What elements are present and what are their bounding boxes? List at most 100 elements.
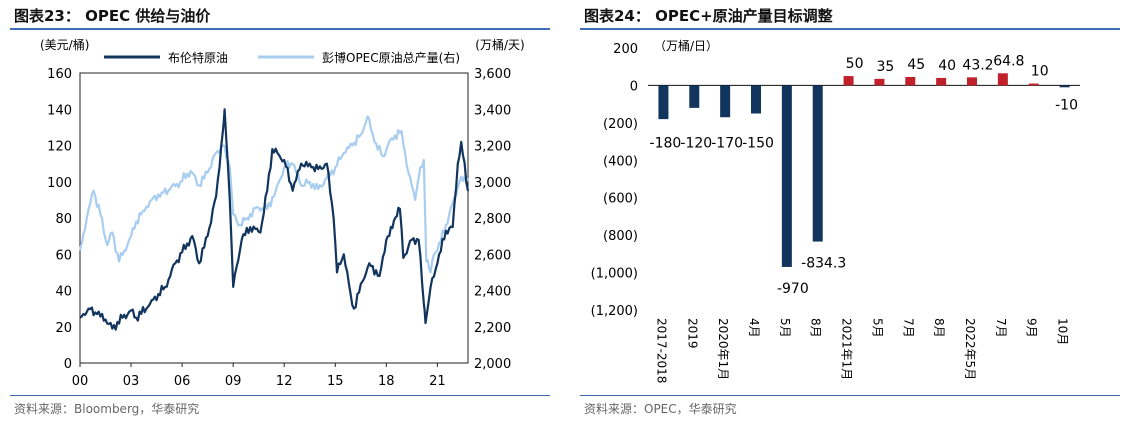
plot-frame [79,72,469,364]
x-tick-label: 7月 [901,318,915,338]
right-source-note: 资料来源：OPEC，华泰研究 [584,402,737,416]
x-tick-label: 10月 [1056,318,1070,345]
right-y-tick-label: 3,400 [474,103,511,118]
x-tick-label: 5月 [870,318,884,338]
y-tick-label: (1,200) [591,304,638,319]
x-tick-label: 2022年5月 [963,318,977,380]
left-source-note: 资料来源：Bloomberg，华泰研究 [14,402,200,416]
x-tick-label: 03 [123,374,140,389]
right-y-tick-label: 3,200 [474,140,511,155]
left-y-tick-label: 120 [47,140,72,155]
bar-value-label: 45 [907,57,925,73]
x-tick-group: 10月 [1056,318,1070,345]
x-tick-label: 8月 [809,318,823,338]
bar-value-label: 40 [938,58,956,74]
x-tick-group: 4月 [747,318,761,338]
right-y-tick-label: 3,000 [474,176,511,191]
x-tick-label: 06 [174,374,191,389]
bar [874,78,885,86]
x-tick-group: 5月 [870,318,884,338]
bar [751,85,761,114]
y-tick-label: (400) [603,154,638,169]
left-y-tick-label: 60 [55,248,72,263]
x-tick-group: 9月 [1025,318,1039,338]
x-tick-label: 2019 [685,318,699,349]
left-y-tick-label: 40 [55,285,72,300]
bar-value-label: -150 [742,135,774,151]
bar-value-label: -834.3 [801,256,846,272]
x-tick-group: 2021年1月 [840,318,854,380]
bar [997,73,1008,86]
right-title-rule [580,28,1120,30]
bar-value-label: 64.8 [993,53,1024,69]
x-tick-group: 5月 [778,318,792,338]
left-title-rule [10,28,550,30]
legend-opec-label: 彭博OPEC原油总产量(右) [322,50,460,65]
left-y-tick-label: 100 [47,176,72,191]
bar-value-label: 50 [846,56,864,72]
x-tick-label: 00 [72,374,89,389]
bar-value-label: -970 [777,281,809,297]
legend-brent-label: 布伦特原油 [168,50,228,65]
right-y-tick-label: 2,000 [474,357,511,372]
bar-value-label: 10 [1031,64,1049,80]
left-y-tick-label: 160 [47,67,72,82]
bar-chart: 200 0 (200) (400) (600) (800) (1,000) (1,200) （万… [591,38,1080,383]
bar [812,85,823,242]
x-tick-label: 4月 [747,318,761,338]
bar [936,77,947,86]
axis-unit-label: （万桶/日） [654,38,718,53]
right-y-tick-label: 3,600 [474,67,511,82]
x-tick-label: 2021年1月 [840,318,854,380]
x-tick-group: 7月 [901,318,915,338]
x-tick-label: 21 [429,374,446,389]
x-tick-group: 2019 [685,318,699,349]
right-chart-panel: 图表24： OPEC+原油产量目标调整 200 0 (200) (400) (600) (… [570,0,1125,421]
x-tick-label: 9月 [1025,318,1039,338]
y-tick-label: 200 [613,42,638,57]
x-tick-group: 8月 [932,318,946,338]
x-tick-group: 8月 [809,318,823,338]
y-tick-label: (600) [603,192,638,207]
y-tick-label: (200) [603,117,638,132]
bar-value-label: -10 [1055,97,1078,113]
right-bottom-rule [580,395,1120,396]
bar [720,85,731,118]
bar-value-label: -170 [711,135,743,151]
bar [658,85,669,120]
bar [1059,85,1070,88]
x-tick-group: 2017-2018 [654,318,668,383]
right-y-tick-label: 2,400 [474,285,511,300]
right-y-tick-label: 2,200 [474,321,511,336]
bar-value-label: -120 [680,135,712,151]
right-axis-unit-label: (万桶/天) [475,37,524,52]
bar-value-label: 35 [877,59,895,75]
y-tick-label: 0 [630,79,638,94]
bar [905,77,916,86]
left-y-tick-label: 0 [64,357,72,372]
x-tick-label: 12 [276,374,293,389]
left-axis-unit-label: (美元/桶) [40,37,89,52]
x-tick-label: 8月 [932,318,946,338]
x-tick-label: 15 [327,374,344,389]
bar-value-label: -180 [650,135,682,151]
left-chart-panel: 图表23： OPEC 供给与油价 0 20 40 60 80 100 120 140 160 2,… [0,0,555,421]
bar [689,85,700,108]
x-tick-group: 2022年5月 [963,318,977,380]
x-tick-label: 5月 [778,318,792,338]
bar [1028,83,1039,86]
opec-production-line [78,115,470,274]
x-tick-group: 2020年1月 [716,318,730,380]
left-bottom-rule [10,395,550,396]
x-tick-label: 09 [225,374,242,389]
bar [843,76,854,86]
x-tick-label: 18 [378,374,395,389]
y-tick-label: (800) [603,229,638,244]
y-tick-label: (1,000) [591,267,638,282]
x-tick-label: 7月 [994,318,1008,338]
bar-value-label: 43.2 [962,57,993,73]
x-tick-label: 2017-2018 [654,318,668,383]
right-y-tick-label: 2,800 [474,212,511,227]
bar [781,85,792,267]
right-y-tick-label: 2,600 [474,248,511,263]
